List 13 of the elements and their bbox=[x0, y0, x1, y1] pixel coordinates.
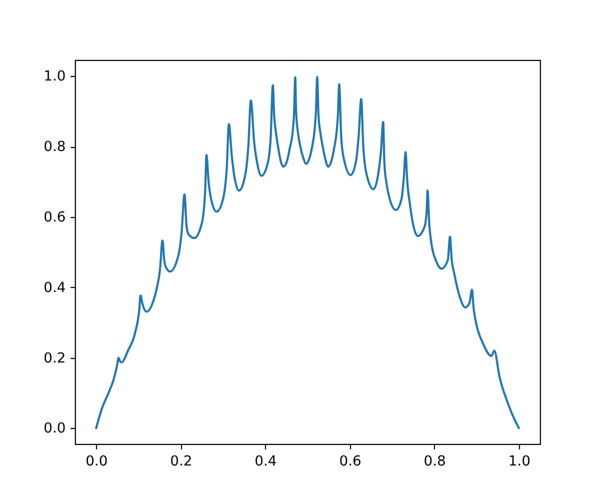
y-tick-label: 0.0 bbox=[44, 420, 66, 437]
x-tick-label: 0.6 bbox=[339, 453, 362, 470]
x-tick-label: 0.4 bbox=[254, 453, 277, 470]
x-tick-label: 0.0 bbox=[86, 453, 108, 470]
y-tick-label: 0.4 bbox=[44, 280, 66, 296]
x-tick-label: 1.0 bbox=[508, 453, 530, 470]
line-series bbox=[95, 76, 520, 430]
x-tick-label: 0.2 bbox=[170, 453, 192, 470]
y-tick-label: 0.2 bbox=[44, 350, 66, 366]
y-tick-label: 1.0 bbox=[44, 68, 66, 85]
y-tick-label: 0.8 bbox=[44, 139, 66, 156]
x-tick-label: 0.8 bbox=[424, 453, 446, 470]
y-tick-label: 0.6 bbox=[44, 209, 66, 226]
